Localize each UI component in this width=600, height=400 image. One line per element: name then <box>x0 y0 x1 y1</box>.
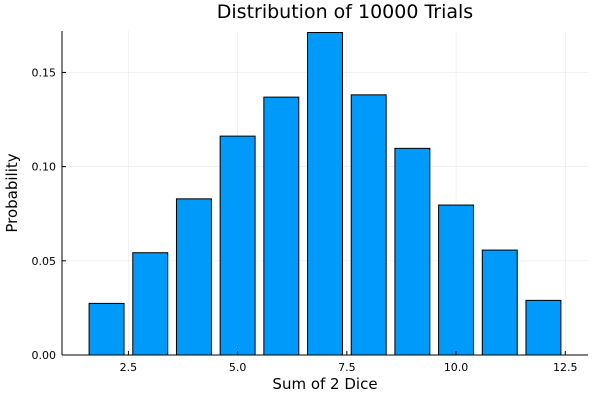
bar-sum-3 <box>132 252 169 356</box>
x-tick-label: 10.0 <box>444 361 469 374</box>
bar-sum-7 <box>307 32 343 356</box>
bar-sum-6 <box>263 96 300 356</box>
y-axis-title: Probability <box>3 153 21 232</box>
x-axis-title: Sum of 2 Dice <box>272 375 377 393</box>
bar-sum-10 <box>438 204 475 356</box>
x-tick-label: 12.5 <box>553 361 578 374</box>
y-tick-label: 0.15 <box>32 66 57 79</box>
x-tick-label: 5.0 <box>229 361 247 374</box>
x-tick-label: 7.5 <box>338 361 356 374</box>
bar-sum-2 <box>88 302 125 356</box>
bar-sum-8 <box>350 94 387 356</box>
y-tick-label: 0.10 <box>32 161 57 174</box>
x-tick-label: 2.5 <box>120 361 138 374</box>
bar-sum-12 <box>525 299 562 356</box>
y-tick-label: 0.00 <box>32 349 57 362</box>
y-tick-label: 0.05 <box>32 255 57 268</box>
chart-title: Distribution of 10000 Trials <box>217 1 473 23</box>
bar-sum-5 <box>219 135 256 356</box>
tick-labels: 2.5 5.0 7.5 10.0 12.5 0.00 0.05 0.10 0.15 <box>32 66 578 374</box>
bar-sum-11 <box>481 249 518 356</box>
bars <box>88 32 562 356</box>
axes <box>61 31 588 356</box>
bar-sum-9 <box>394 147 431 356</box>
bar-sum-4 <box>175 198 212 356</box>
